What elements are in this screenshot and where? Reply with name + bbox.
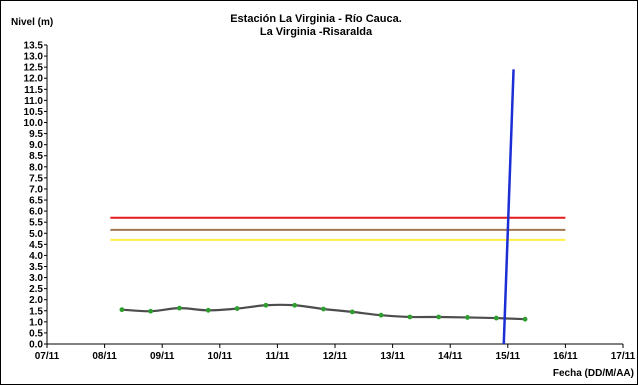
data-point — [321, 306, 326, 312]
y-tick-label: 8.0 — [29, 162, 43, 173]
y-tick-label: 5.5 — [29, 218, 43, 229]
y-tick-label: 4.0 — [29, 251, 43, 262]
y-tick-label: 9.5 — [29, 129, 43, 140]
x-tick-label: 11/11 — [265, 351, 289, 362]
current-date-marker-line — [502, 69, 515, 345]
data-point — [407, 314, 413, 320]
x-tick-label: 15/11 — [496, 351, 521, 362]
y-tick-label: 2.0 — [29, 295, 43, 306]
y-tick-label: 6.0 — [29, 207, 43, 218]
y-tick-label: 1.0 — [29, 317, 43, 328]
y-axis-title: Nivel (m) — [11, 17, 53, 28]
data-point — [493, 315, 499, 321]
y-tick-label: 12.5 — [24, 63, 44, 74]
x-tick-label: 10/11 — [208, 351, 233, 362]
y-tick-label: 8.5 — [29, 151, 43, 162]
chart-title-line-1: Estación La Virginia - Río Cauca. — [230, 13, 402, 25]
y-tick-label: 7.0 — [29, 184, 43, 195]
y-tick-label: 0.5 — [29, 328, 43, 339]
x-tick-label: 16/11 — [553, 351, 578, 362]
y-tick-label: 11.5 — [24, 85, 43, 96]
y-tick-label: 12.0 — [24, 74, 44, 85]
x-tick-label: 14/11 — [438, 351, 463, 362]
data-point — [349, 309, 355, 315]
y-tick-label: 0.0 — [29, 340, 43, 351]
y-tick-label: 9.0 — [29, 140, 43, 151]
y-tick-label: 10.5 — [24, 107, 44, 118]
data-point — [148, 308, 154, 314]
y-tick-label: 6.5 — [29, 196, 43, 207]
y-tick-label: 3.0 — [29, 273, 43, 284]
data-point — [263, 302, 269, 308]
data-point — [436, 314, 442, 320]
y-tick-label: 11.0 — [24, 96, 43, 107]
data-point — [465, 315, 470, 320]
data-point — [177, 305, 182, 311]
y-tick-label: 5.0 — [29, 229, 43, 240]
data-point — [292, 302, 298, 308]
data-point — [522, 316, 528, 322]
data-point — [234, 306, 240, 311]
plot-area: 0.00.51.01.52.02.53.03.54.04.55.05.56.06… — [24, 41, 636, 363]
y-tick-label: 3.5 — [29, 262, 43, 273]
y-tick-label: 4.5 — [29, 240, 43, 251]
x-tick-label: 13/11 — [380, 351, 405, 362]
y-tick-label: 1.5 — [29, 306, 43, 317]
y-tick-label: 13.0 — [24, 52, 44, 63]
x-tick-label: 08/11 — [92, 351, 117, 362]
data-point — [205, 307, 211, 313]
y-tick-label: 2.5 — [29, 284, 43, 295]
x-axis-title: Fecha (DD/M/AA) — [553, 368, 634, 379]
x-tick-label: 17/11 — [611, 351, 636, 362]
y-tick-label: 10.0 — [24, 118, 44, 129]
data-point — [378, 312, 384, 318]
y-tick-label: 7.5 — [29, 173, 43, 184]
chart-title-line-2: La Virginia -Risaralda — [260, 26, 373, 38]
y-tick-label: 13.5 — [24, 41, 44, 52]
x-tick-label: 09/11 — [150, 351, 175, 362]
x-tick-label: 12/11 — [323, 351, 348, 362]
x-tick-label: 07/11 — [35, 351, 60, 362]
data-point — [119, 307, 125, 313]
